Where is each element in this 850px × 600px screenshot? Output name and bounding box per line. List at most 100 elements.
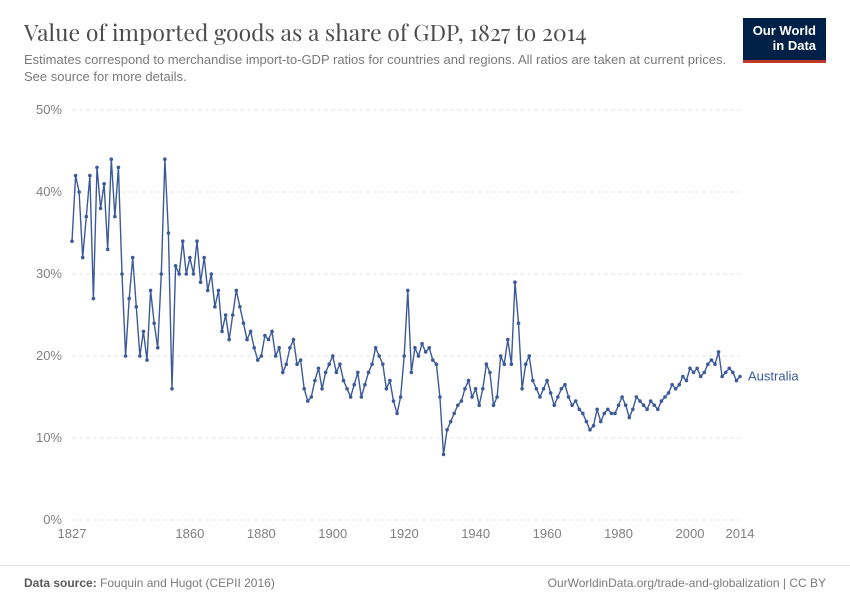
data-point xyxy=(374,346,378,350)
data-point xyxy=(77,190,81,194)
data-point xyxy=(677,383,681,387)
data-point xyxy=(249,329,253,333)
data-point xyxy=(431,358,435,362)
data-point xyxy=(513,280,517,284)
data-point xyxy=(499,354,503,358)
data-point xyxy=(538,395,542,399)
data-point xyxy=(252,346,256,350)
data-point xyxy=(199,280,203,284)
x-tick-label: 1827 xyxy=(58,526,87,541)
data-point xyxy=(367,370,371,374)
data-point xyxy=(92,297,96,301)
data-point xyxy=(552,403,556,407)
data-point xyxy=(449,420,453,424)
data-point xyxy=(738,375,742,379)
data-point xyxy=(127,297,131,301)
data-point xyxy=(402,354,406,358)
data-point xyxy=(170,387,174,391)
data-point xyxy=(124,354,128,358)
data-point xyxy=(710,358,714,362)
data-point xyxy=(627,416,631,420)
chart-container: Value of imported goods as a share of GD… xyxy=(0,0,850,600)
data-point xyxy=(352,383,356,387)
data-point xyxy=(731,370,735,374)
data-point xyxy=(663,395,667,399)
data-point xyxy=(195,239,199,243)
y-tick-label: 10% xyxy=(36,430,62,445)
data-point xyxy=(506,338,510,342)
data-point xyxy=(227,338,231,342)
data-point xyxy=(388,379,392,383)
data-point xyxy=(481,387,485,391)
data-point xyxy=(274,354,278,358)
data-point xyxy=(520,387,524,391)
data-point xyxy=(70,239,74,243)
data-point xyxy=(642,403,646,407)
data-point xyxy=(649,399,653,403)
data-point xyxy=(592,424,596,428)
data-point xyxy=(706,362,710,366)
y-tick-label: 0% xyxy=(43,512,62,527)
data-point xyxy=(631,407,635,411)
data-point xyxy=(177,272,181,276)
source-text: Fouquin and Hugot (CEPII 2016) xyxy=(100,576,275,590)
data-point xyxy=(652,403,656,407)
data-point xyxy=(424,350,428,354)
data-point xyxy=(585,420,589,424)
data-point xyxy=(217,288,221,292)
credit-block: OurWorldinData.org/trade-and-globalizati… xyxy=(548,576,826,590)
data-point xyxy=(617,403,621,407)
data-point xyxy=(560,387,564,391)
data-point xyxy=(413,346,417,350)
data-point xyxy=(310,395,314,399)
data-point xyxy=(292,338,296,342)
data-point xyxy=(213,305,217,309)
data-point xyxy=(377,354,381,358)
data-point xyxy=(192,272,196,276)
data-point xyxy=(185,272,189,276)
data-point xyxy=(645,407,649,411)
data-point xyxy=(235,288,239,292)
data-point xyxy=(460,399,464,403)
data-point xyxy=(138,354,142,358)
data-point xyxy=(263,334,267,338)
data-point xyxy=(656,407,660,411)
y-tick-label: 30% xyxy=(36,266,62,281)
data-point xyxy=(152,321,156,325)
data-point xyxy=(206,288,210,292)
data-point xyxy=(117,165,121,169)
chart-area: 0%10%20%30%40%50%18271860188019001920194… xyxy=(24,100,826,550)
data-point xyxy=(685,379,689,383)
data-point xyxy=(606,407,610,411)
data-point xyxy=(435,362,439,366)
data-point xyxy=(302,387,306,391)
chart-subtitle: Estimates correspond to merchandise impo… xyxy=(24,51,731,86)
data-point xyxy=(381,362,385,366)
data-point xyxy=(610,411,614,415)
data-point xyxy=(488,370,492,374)
data-point xyxy=(285,362,289,366)
data-point xyxy=(277,346,281,350)
data-point xyxy=(702,370,706,374)
data-point xyxy=(724,370,728,374)
data-point xyxy=(502,362,506,366)
x-tick-label: 1880 xyxy=(247,526,276,541)
data-point xyxy=(417,354,421,358)
data-point xyxy=(338,362,342,366)
data-point xyxy=(563,383,567,387)
data-point xyxy=(84,215,88,219)
data-point xyxy=(299,358,303,362)
data-point xyxy=(360,395,364,399)
series-line-australia xyxy=(72,159,740,454)
data-point xyxy=(556,395,560,399)
data-point xyxy=(720,375,724,379)
data-point xyxy=(406,288,410,292)
data-point xyxy=(535,387,539,391)
data-point xyxy=(456,403,460,407)
data-point xyxy=(306,399,310,403)
data-point xyxy=(595,407,599,411)
series-label-australia: Australia xyxy=(748,368,799,383)
data-point xyxy=(699,375,703,379)
data-point xyxy=(331,354,335,358)
data-point xyxy=(231,313,235,317)
